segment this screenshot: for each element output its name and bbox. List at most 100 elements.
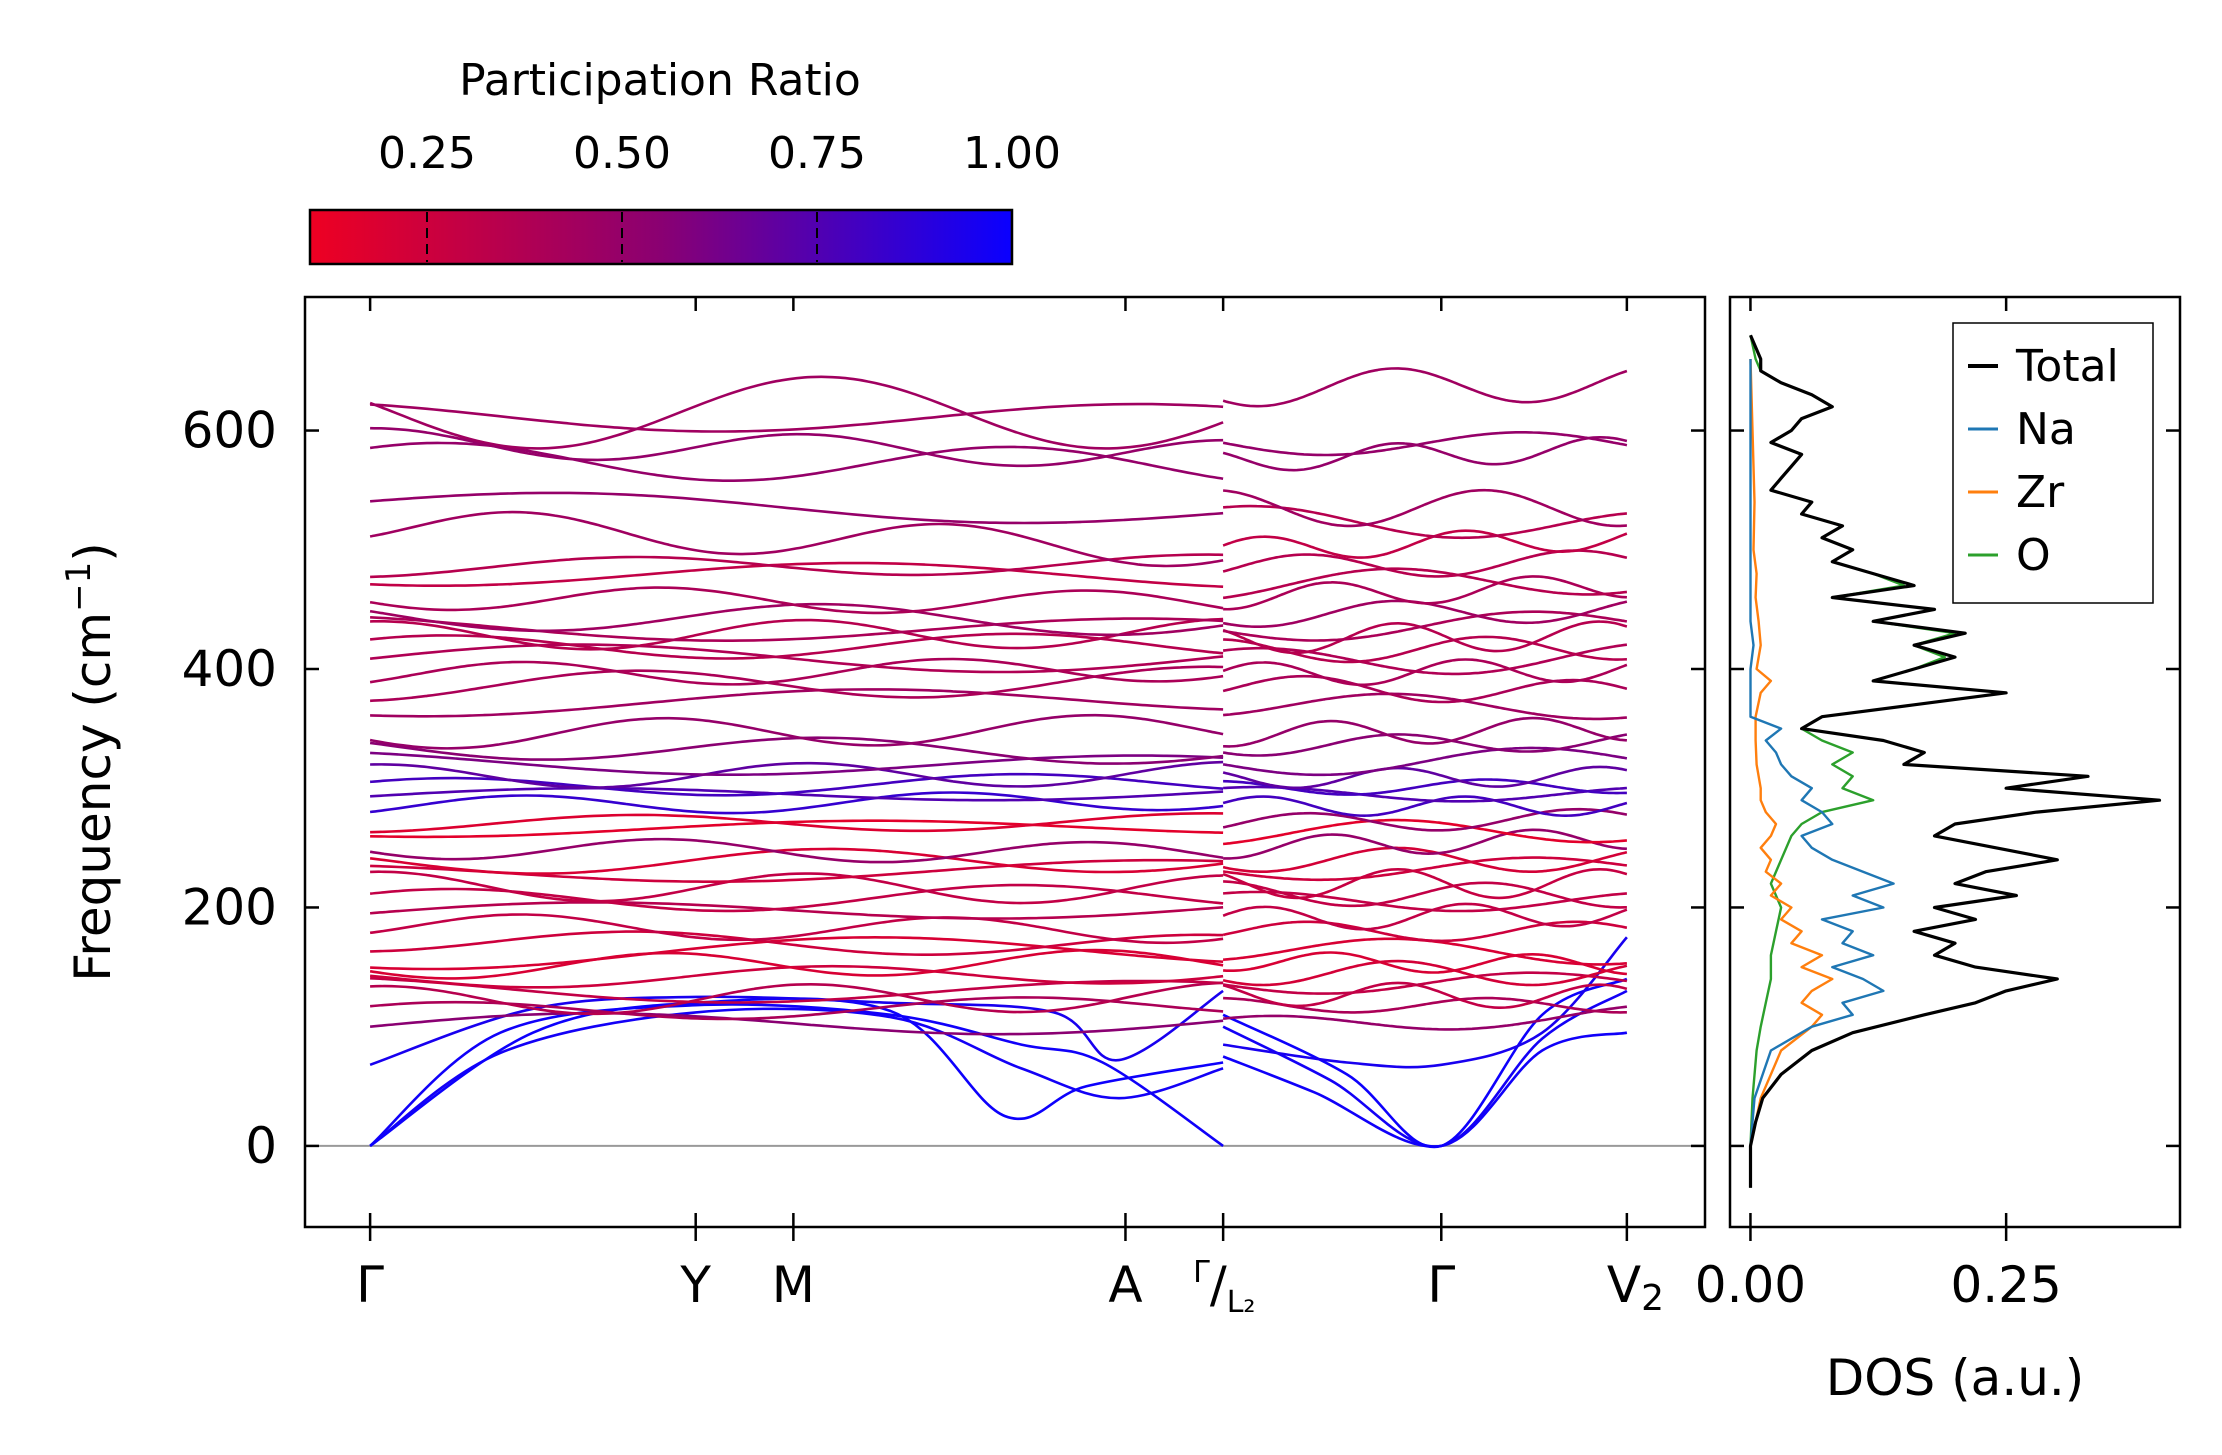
optical-branch (1222, 846, 1628, 874)
dos-series-zr (1749, 358, 1834, 1188)
optical-branch (1222, 981, 1628, 1010)
optical-branch (1222, 567, 1628, 600)
optical-branch (1223, 575, 1628, 611)
optical-branch (1222, 959, 1628, 987)
acoustic-branch (1222, 989, 1628, 1148)
dos-series-total (1748, 334, 2162, 1188)
high-symmetry-label: Y (679, 1256, 711, 1314)
acoustic-branch (369, 997, 1224, 1147)
colorbar-tick-label: 1.00 (963, 128, 1061, 179)
optical-branch (369, 948, 1224, 980)
colorbar-gradient (308, 208, 1014, 266)
colorbar-tick-label: 0.50 (573, 128, 671, 179)
optical-branch (369, 586, 1224, 615)
y-tick-label: 200 (182, 878, 277, 936)
band-x-ticks: Γ Y M A Γ/L₂ Γ V2 (356, 297, 1664, 1320)
optical-branch (370, 426, 1224, 468)
colorbar-ticks: 0.25 0.50 0.75 1.00 (378, 128, 1061, 262)
legend-label: Total (2015, 341, 2119, 392)
optical-branch (1222, 867, 1628, 900)
colorbar-tick-label: 0.75 (768, 128, 866, 179)
optical-branch (370, 617, 1224, 651)
optical-branch (1222, 951, 1628, 976)
optical-branch (1222, 1005, 1628, 1031)
optical-branch (369, 632, 1224, 660)
optical-branch (369, 901, 1224, 920)
dos-panel: 0.00 0.25 DOS (a.u.) Total Na Zr O (1695, 295, 2182, 1407)
acoustic-branch (1222, 1031, 1628, 1148)
optical-branch (1222, 795, 1628, 818)
optical-branch (1222, 692, 1628, 721)
optical-branch (1223, 716, 1628, 748)
optical-branch (370, 665, 1224, 703)
optical-branch (369, 736, 1224, 765)
optical-branch (1222, 620, 1628, 655)
dos-series-na (1749, 359, 1895, 1188)
optical-branch (369, 1011, 1224, 1036)
optical-branch (1223, 880, 1627, 909)
dos-ticks: 0.00 0.25 (1695, 297, 2180, 1314)
band-structure-panel: 0 200 400 600 Γ Y M A Γ/L₂ Γ V2 Frequency (cm−1) (59, 295, 1707, 1320)
optical-branch (370, 561, 1224, 588)
dos-x-tick-label: 0.25 (1950, 1256, 2061, 1314)
acoustic-branch (369, 1007, 1224, 1147)
optical-branch (370, 616, 1224, 643)
legend-label: Zr (2016, 467, 2065, 518)
optical-branch (1222, 504, 1628, 540)
colorbar: Participation Ratio 0.25 0.50 0.75 1.00 (308, 55, 1061, 266)
high-symmetry-label: Γ (356, 1256, 384, 1314)
acoustic-branch (1222, 977, 1628, 1149)
optical-branch (369, 837, 1224, 864)
high-symmetry-label: M (772, 1256, 815, 1314)
optical-branch (1222, 610, 1628, 642)
optical-branch (1222, 643, 1628, 676)
optical-branch (369, 441, 1224, 483)
optical-branch (1222, 549, 1628, 578)
optical-branch (370, 811, 1224, 834)
acoustic-branch (1222, 936, 1628, 1069)
optical-branch (370, 688, 1224, 718)
optical-branch (1223, 828, 1628, 860)
dos-axes-frame (1728, 295, 2182, 1229)
optical-branch (369, 847, 1224, 875)
y-tick-label: 0 (245, 1117, 277, 1175)
optical-branch (1222, 529, 1628, 559)
optical-branch (1222, 435, 1628, 472)
optical-branch (1222, 733, 1628, 757)
optical-branch (370, 760, 1224, 789)
optical-branch (1222, 818, 1628, 846)
optical-branch (1222, 367, 1628, 408)
high-symmetry-label: Γ/L₂ (1193, 1255, 1255, 1320)
high-symmetry-label: V2 (1607, 1256, 1664, 1319)
optical-branch (1222, 488, 1627, 528)
optical-branch (369, 657, 1224, 686)
optical-branch (1222, 856, 1628, 882)
y-axis-label: Frequency (cm−1) (59, 542, 122, 982)
legend: Total Na Zr O (1952, 322, 2154, 604)
optical-branch (1222, 902, 1628, 931)
optical-branch (370, 870, 1224, 905)
optical-branch (1222, 765, 1628, 790)
optical-branch (1222, 920, 1628, 943)
optical-branch (369, 491, 1224, 525)
high-symmetry-label: Γ (1427, 1256, 1455, 1314)
dos-lines (1748, 334, 2162, 1188)
band-axes-frame (303, 295, 1707, 1229)
band-lines (305, 367, 1705, 1149)
optical-branch (370, 553, 1224, 579)
optical-branch (369, 791, 1224, 815)
optical-branch (370, 936, 1224, 971)
optical-branch (1222, 674, 1628, 704)
x-axis-label-dos: DOS (a.u.) (1826, 1349, 2085, 1407)
optical-branch (369, 375, 1224, 450)
optical-branch (369, 402, 1224, 433)
colorbar-title: Participation Ratio (459, 55, 861, 106)
optical-branch (369, 643, 1224, 674)
optical-branch (370, 930, 1224, 957)
band-y-ticks: 0 200 400 600 (182, 402, 1705, 1175)
optical-branch (1222, 971, 1628, 995)
optical-branch (1222, 430, 1628, 457)
optical-branch (1222, 890, 1628, 913)
colorbar-tick-label: 0.25 (378, 128, 476, 179)
